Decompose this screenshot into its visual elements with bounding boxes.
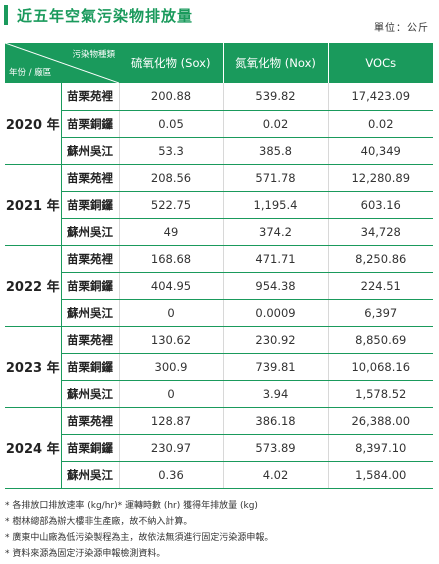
title-accent-bar xyxy=(4,5,8,25)
voc-cell: 8,250.86 xyxy=(328,245,433,273)
sox-cell: 230.97 xyxy=(119,434,224,462)
table-row: 蘇州吳江 49 374.2 34,728 xyxy=(5,218,433,246)
table-row: 苗栗銅鑼 522.75 1,195.4 603.16 xyxy=(5,191,433,219)
sox-cell: 404.95 xyxy=(119,272,224,300)
voc-cell: 1,584.00 xyxy=(328,461,433,489)
plant-cell: 苗栗苑裡 xyxy=(61,407,120,435)
plant-cell: 苗栗苑裡 xyxy=(61,164,120,192)
footnote: * 樹林總部為辦大樓非生產廠，故不納入計算。 xyxy=(5,517,193,527)
unit-label: 單位：公斤 xyxy=(374,23,429,34)
sox-cell: 53.3 xyxy=(119,137,224,165)
plant-cell: 苗栗苑裡 xyxy=(61,83,120,111)
sox-cell: 0 xyxy=(119,299,224,327)
sox-cell: 300.9 xyxy=(119,353,224,381)
voc-cell: 1,578.52 xyxy=(328,380,433,408)
table-row: 蘇州吳江 53.3 385.8 40,349 xyxy=(5,137,433,165)
table-row: 苗栗銅鑼 230.97 573.89 8,397.10 xyxy=(5,434,433,462)
nox-cell: 739.81 xyxy=(223,353,329,381)
column-header-sox: 硫氧化物 (Sox) xyxy=(119,43,224,83)
table-row: 2024 年苗栗苑裡 128.87 386.18 26,388.00 xyxy=(5,407,433,489)
plant-cell: 苗栗銅鑼 xyxy=(61,272,120,300)
sox-cell: 200.88 xyxy=(119,83,224,111)
sox-cell: 0.05 xyxy=(119,110,224,138)
voc-cell: 224.51 xyxy=(328,272,433,300)
voc-cell: 6,397 xyxy=(328,299,433,327)
year-cell: 2024 年 xyxy=(5,407,62,489)
emission-table: 污染物種類 年份 / 廠區 硫氧化物 (Sox) 氮氧化物 (Nox) VOCs… xyxy=(5,43,433,489)
table-row: 2021 年苗栗苑裡 208.56 571.78 12,280.89 xyxy=(5,164,433,246)
nox-cell: 3.94 xyxy=(223,380,329,408)
nox-cell: 0.02 xyxy=(223,110,329,138)
sox-cell: 168.68 xyxy=(119,245,224,273)
table-header-row: 污染物種類 年份 / 廠區 硫氧化物 (Sox) 氮氧化物 (Nox) VOCs xyxy=(5,43,433,83)
voc-cell: 10,068.16 xyxy=(328,353,433,381)
plant-cell: 蘇州吳江 xyxy=(61,380,120,408)
voc-cell: 603.16 xyxy=(328,191,433,219)
plant-cell: 苗栗銅鑼 xyxy=(61,353,120,381)
table-body: 2020 年苗栗苑裡 200.88 539.82 17,423.09 苗栗銅鑼 0.05 0… xyxy=(5,83,433,489)
column-header-voc: VOCs xyxy=(328,43,433,83)
year-cell: 2023 年 xyxy=(5,326,62,408)
nox-cell: 374.2 xyxy=(223,218,329,246)
sox-cell: 130.62 xyxy=(119,326,224,354)
sox-cell: 0.36 xyxy=(119,461,224,489)
sox-cell: 0 xyxy=(119,380,224,408)
nox-cell: 230.92 xyxy=(223,326,329,354)
diagonal-divider xyxy=(5,43,119,83)
plant-cell: 蘇州吳江 xyxy=(61,218,120,246)
table-row: 蘇州吳江 0 3.94 1,578.52 xyxy=(5,380,433,408)
voc-cell: 12,280.89 xyxy=(328,164,433,192)
column-header-nox: 氮氧化物 (Nox) xyxy=(223,43,329,83)
footnote: * 資料來源為固定汙染源申報檢測資料。 xyxy=(5,549,166,559)
title-bar: 近五年空氣污染物排放量 xyxy=(4,4,193,26)
nox-cell: 471.71 xyxy=(223,245,329,273)
table-row: 苗栗銅鑼 404.95 954.38 224.51 xyxy=(5,272,433,300)
voc-cell: 26,388.00 xyxy=(328,407,433,435)
table-row: 蘇州吳江 0.36 4.02 1,584.00 xyxy=(5,461,433,489)
year-cell: 2020 年 xyxy=(5,83,62,165)
table-row: 蘇州吳江 0 0.0009 6,397 xyxy=(5,299,433,327)
corner-pollutant-label: 污染物種類 xyxy=(72,50,115,60)
table-row: 2022 年苗栗苑裡 168.68 471.71 8,250.86 xyxy=(5,245,433,327)
sox-cell: 522.75 xyxy=(119,191,224,219)
footnotes: * 各排放口排放速率 (kg/hr)* 運轉時數 (hr) 獲得年排放量 (kg… xyxy=(5,498,435,562)
table-row: 苗栗銅鑼 0.05 0.02 0.02 xyxy=(5,110,433,138)
sox-cell: 208.56 xyxy=(119,164,224,192)
voc-cell: 8,397.10 xyxy=(328,434,433,462)
nox-cell: 573.89 xyxy=(223,434,329,462)
page-title: 近五年空氣污染物排放量 xyxy=(17,6,194,25)
nox-cell: 954.38 xyxy=(223,272,329,300)
corner-year-plant-label: 年份 / 廠區 xyxy=(9,68,52,78)
nox-cell: 4.02 xyxy=(223,461,329,489)
voc-cell: 17,423.09 xyxy=(328,83,433,111)
nox-cell: 0.0009 xyxy=(223,299,329,327)
sox-cell: 49 xyxy=(119,218,224,246)
plant-cell: 苗栗苑裡 xyxy=(61,326,120,354)
year-cell: 2022 年 xyxy=(5,245,62,327)
voc-cell: 8,850.69 xyxy=(328,326,433,354)
sox-cell: 128.87 xyxy=(119,407,224,435)
year-cell: 2021 年 xyxy=(5,164,62,246)
voc-cell: 34,728 xyxy=(328,218,433,246)
nox-cell: 1,195.4 xyxy=(223,191,329,219)
plant-cell: 苗栗銅鑼 xyxy=(61,110,120,138)
voc-cell: 40,349 xyxy=(328,137,433,165)
table-row: 2023 年苗栗苑裡 130.62 230.92 8,850.69 xyxy=(5,326,433,408)
plant-cell: 苗栗銅鑼 xyxy=(61,434,120,462)
nox-cell: 539.82 xyxy=(223,83,329,111)
nox-cell: 386.18 xyxy=(223,407,329,435)
plant-cell: 苗栗銅鑼 xyxy=(61,191,120,219)
plant-cell: 蘇州吳江 xyxy=(61,299,120,327)
voc-cell: 0.02 xyxy=(328,110,433,138)
table-corner-header: 污染物種類 年份 / 廠區 xyxy=(5,43,119,83)
footnote: * 各排放口排放速率 (kg/hr)* 運轉時數 (hr) 獲得年排放量 (kg… xyxy=(5,501,258,511)
table-row: 苗栗銅鑼 300.9 739.81 10,068.16 xyxy=(5,353,433,381)
table-row: 2020 年苗栗苑裡 200.88 539.82 17,423.09 xyxy=(5,83,433,165)
plant-cell: 苗栗苑裡 xyxy=(61,245,120,273)
nox-cell: 571.78 xyxy=(223,164,329,192)
plant-cell: 蘇州吳江 xyxy=(61,461,120,489)
footnote: * 廣東中山廠為低污染製程為主，故依法無須進行固定污染源申報。 xyxy=(5,533,274,543)
plant-cell: 蘇州吳江 xyxy=(61,137,120,165)
nox-cell: 385.8 xyxy=(223,137,329,165)
